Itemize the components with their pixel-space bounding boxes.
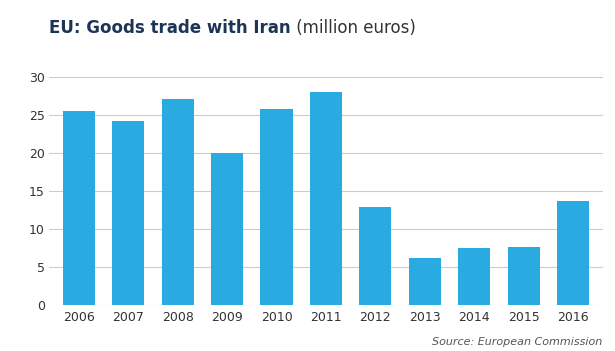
Bar xyxy=(409,258,441,305)
Bar xyxy=(557,201,589,305)
Bar xyxy=(458,248,490,305)
Text: Source: European Commission: Source: European Commission xyxy=(432,338,603,347)
Bar xyxy=(310,92,342,305)
Bar xyxy=(261,109,293,305)
Text: EU: Goods trade with Iran: EU: Goods trade with Iran xyxy=(49,19,291,37)
Bar xyxy=(211,153,243,305)
Text: (million euros): (million euros) xyxy=(291,19,416,37)
Bar xyxy=(359,206,391,305)
Bar xyxy=(162,99,194,305)
Bar xyxy=(63,111,95,305)
Bar xyxy=(507,247,540,305)
Bar xyxy=(112,121,145,305)
